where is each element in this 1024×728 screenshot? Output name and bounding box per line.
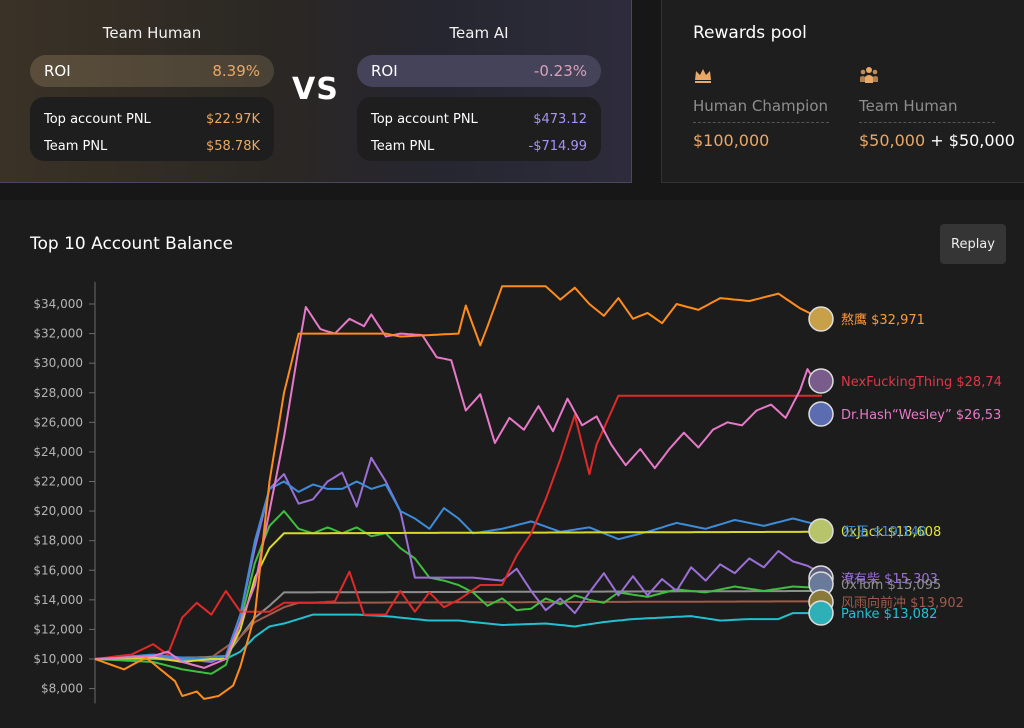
- top-bar: Team Human ROI 8.39% Top account PNL $22…: [0, 0, 1024, 200]
- reward-plus: +: [930, 131, 944, 150]
- balance-chart: $8,000 $10,000 $12,000 $14,000 $16,000 $18,00…: [33, 281, 1002, 704]
- y-tick-label: $18,000: [33, 534, 83, 548]
- replay-button[interactable]: Replay: [940, 224, 1006, 264]
- team-icon: [860, 67, 878, 83]
- series-line: [94, 306, 823, 669]
- team-pnl-value: $58.78K: [205, 139, 260, 154]
- y-tick-label: $26,000: [33, 415, 83, 429]
- series-end-label: 潦有柴 $15,303: [841, 571, 938, 587]
- reward-value: $50,000 + $50,000: [859, 131, 1015, 150]
- reward-label: Team Human: [859, 97, 958, 115]
- y-tick-label: $28,000: [33, 386, 83, 400]
- team-human-title: Team Human: [102, 24, 202, 42]
- team-ai-roi: ROI -0.23%: [357, 55, 601, 87]
- series-line: [94, 530, 822, 663]
- series-end-label: NexFuckingThing $28,74: [841, 375, 1002, 390]
- team-ai-pnl-box: Top account PNL $473.12 Team PNL -$714.9…: [357, 97, 601, 161]
- account-avatar: [808, 600, 834, 626]
- roi-label: ROI: [371, 62, 398, 80]
- series-line: [94, 394, 822, 660]
- top-account-pnl-row: Top account PNL $473.12: [371, 106, 587, 133]
- top-account-pnl-label: Top account PNL: [44, 112, 151, 127]
- series-end-label: Panke $13,082: [841, 607, 937, 622]
- account-avatar: [808, 368, 834, 394]
- account-avatar: [808, 306, 834, 332]
- top-account-pnl-row: Top account PNL $22.97K: [44, 106, 260, 133]
- team-human-pnl-box: Top account PNL $22.97K Team PNL $58.78K: [30, 97, 274, 161]
- team-pnl-label: Team PNL: [44, 139, 108, 154]
- y-tick-label: $30,000: [33, 356, 83, 370]
- vs-label: VS: [292, 72, 339, 107]
- teams-card: Team Human ROI 8.39% Top account PNL $22…: [0, 0, 632, 183]
- series-line: [95, 600, 822, 660]
- roi-label: ROI: [44, 62, 71, 80]
- y-tick-label: $8,000: [41, 682, 83, 696]
- team-ai-title: Team AI: [449, 24, 509, 42]
- series-line: [94, 285, 823, 700]
- y-tick-label: $32,000: [33, 327, 83, 341]
- y-tick-label: $14,000: [33, 593, 83, 607]
- series-end-label: Dr.Hash“Wesley” $26,53: [841, 408, 1001, 423]
- top-account-pnl-value: $22.97K: [205, 112, 260, 127]
- series-end-label: 0xTom $15,095: [841, 578, 941, 593]
- y-tick-label: $16,000: [33, 563, 83, 577]
- series-end-label: 熬鹰 $32,971: [841, 312, 925, 328]
- roi-value: 8.39%: [212, 62, 260, 80]
- top-account-pnl-value: $473.12: [533, 112, 587, 127]
- series-line: [94, 510, 823, 675]
- reward-team-human: Team Human $50,000 + $50,000: [859, 66, 1015, 150]
- y-tick-label: $10,000: [33, 652, 83, 666]
- crown-icon: [695, 69, 711, 83]
- reward-human-champion: Human Champion $100,000: [693, 66, 829, 150]
- roi-value: -0.23%: [533, 62, 587, 80]
- chart-title: Top 10 Account Balance: [30, 234, 233, 254]
- rewards-pool-card: Rewards pool Human Champion $100,000: [661, 0, 1024, 183]
- top-account-pnl-label: Top account PNL: [371, 112, 478, 127]
- y-tick-label: $34,000: [33, 297, 83, 311]
- team-human-roi: ROI 8.39%: [30, 55, 274, 87]
- account-avatar: [808, 518, 834, 544]
- series-line: [94, 480, 823, 660]
- series-line: [95, 612, 822, 662]
- chart-section: $8,000 $10,000 $12,000 $14,000 $16,000 $18,00…: [0, 202, 1024, 728]
- y-tick-label: $22,000: [33, 475, 83, 489]
- reward-divider: [693, 122, 829, 123]
- account-avatar: [808, 401, 834, 427]
- series-end-label: 风雨向前冲 $13,902: [841, 595, 964, 611]
- series-end-label: 0xJack $18,608: [841, 525, 941, 540]
- rewards-pool-title: Rewards pool: [693, 23, 807, 43]
- reward-label: Human Champion: [693, 97, 829, 115]
- team-pnl-value: -$714.99: [528, 139, 587, 154]
- reward-value-b: $50,000: [948, 131, 1015, 150]
- team-pnl-row: Team PNL $58.78K: [44, 133, 260, 160]
- y-tick-label: $20,000: [33, 504, 83, 518]
- reward-value-a: $50,000: [859, 131, 926, 150]
- reward-value: $100,000: [693, 131, 770, 150]
- series-end-label: 狂王 $19,140: [843, 525, 927, 540]
- team-pnl-label: Team PNL: [371, 139, 435, 154]
- series-line: [94, 456, 823, 663]
- y-tick-label: $24,000: [33, 445, 83, 459]
- y-tick-label: $12,000: [33, 622, 83, 636]
- team-pnl-row: Team PNL -$714.99: [371, 133, 587, 160]
- reward-divider: [859, 122, 995, 123]
